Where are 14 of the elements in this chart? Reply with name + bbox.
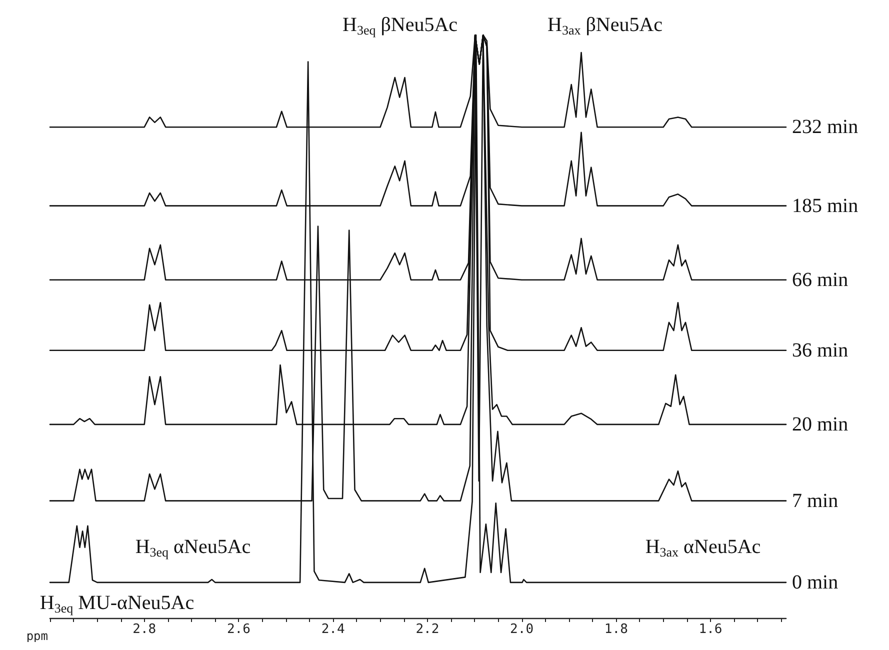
x-tick-label: 1.8 (604, 622, 628, 637)
x-tick-label: 2.0 (510, 622, 534, 637)
series-label: 185 min (792, 194, 858, 217)
series-label: 66 min (792, 268, 848, 291)
series-label: 36 min (792, 339, 848, 362)
x-tick-label: 1.6 (698, 622, 722, 637)
x-tick-label: 2.6 (226, 622, 250, 637)
series-label: 232 min (792, 116, 858, 138)
series-label: 0 min (792, 571, 838, 594)
series-label: 20 min (792, 413, 848, 436)
x-tick-label: 2.2 (416, 622, 440, 637)
x-tick-label: 2.8 (132, 622, 156, 637)
series-label: 7 min (792, 490, 838, 512)
x-tick-label: 2.4 (321, 622, 345, 637)
